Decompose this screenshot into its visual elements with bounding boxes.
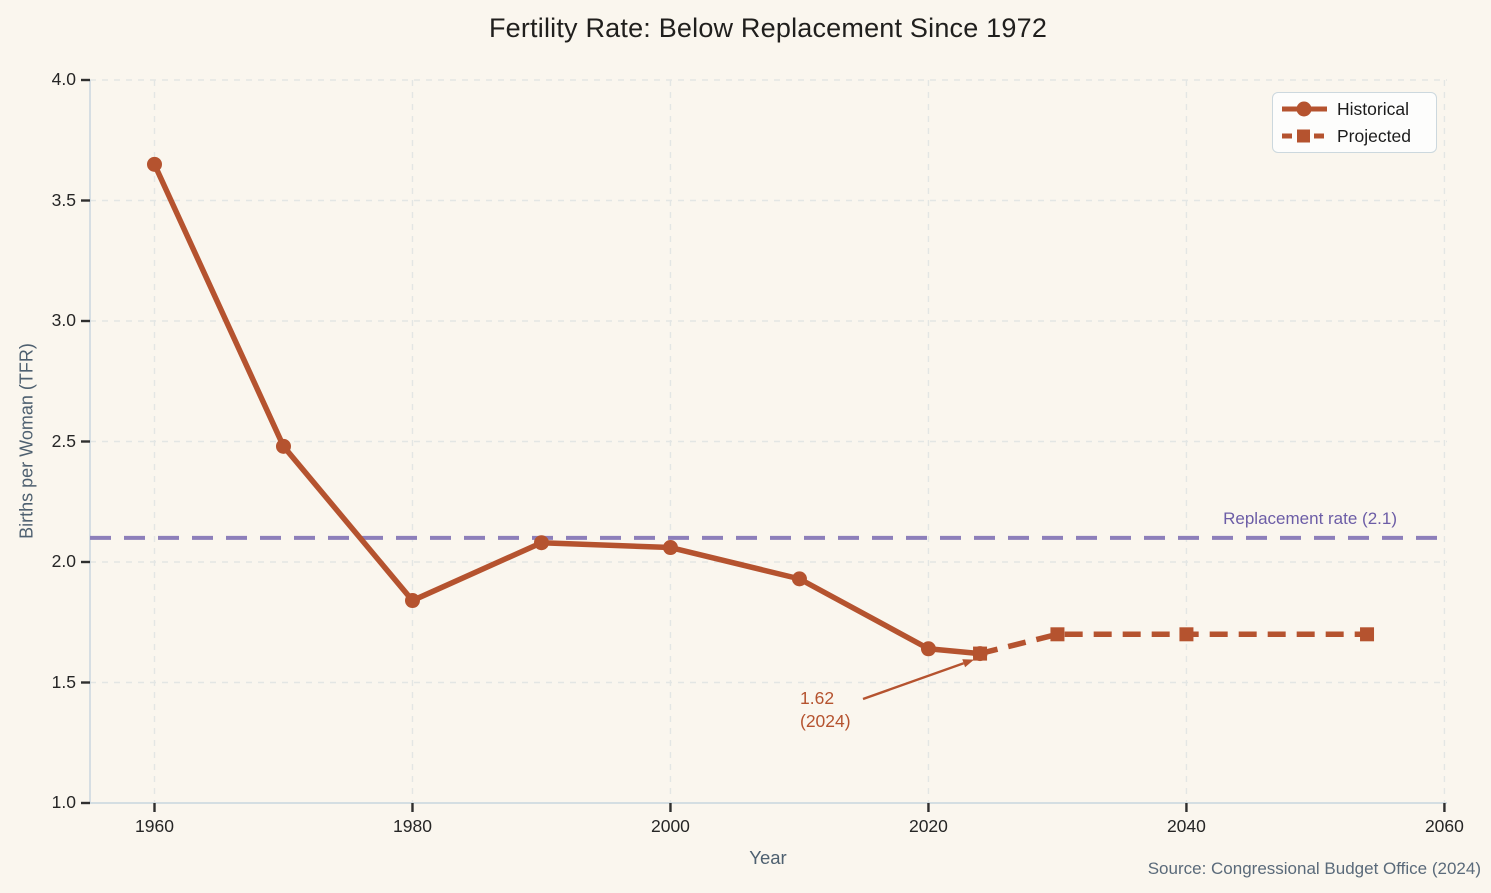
- source-note: Source: Congressional Budget Office (202…: [1147, 859, 1481, 878]
- marker-square: [973, 646, 988, 661]
- projected-line-marker-icon: [1282, 129, 1327, 143]
- legend-label-projected: Projected: [1337, 125, 1411, 146]
- series-line-projected: [979, 631, 1368, 657]
- marker-circle: [662, 540, 678, 556]
- x-tick-label: 1980: [393, 816, 432, 836]
- legend-item-historical: Historical: [1281, 97, 1428, 121]
- marker-square: [1050, 627, 1065, 642]
- legend-item-projected: Projected: [1281, 124, 1428, 148]
- historical-line-marker-icon: [1282, 101, 1327, 117]
- x-tick-label: 2020: [908, 816, 948, 836]
- annotation-value: 1.62: [800, 688, 835, 708]
- marker-circle: [275, 438, 291, 454]
- y-tick-label: 3.0: [51, 310, 76, 330]
- legend-label-historical: Historical: [1337, 98, 1409, 119]
- series-line-historical: [151, 161, 983, 657]
- y-tick-label: 2.0: [51, 551, 76, 571]
- x-tick-label: 1960: [135, 816, 174, 836]
- x-tick-label: 2040: [1166, 816, 1206, 836]
- y-tick-label: 2.5: [51, 430, 76, 451]
- marker-circle: [920, 641, 936, 657]
- marker-circle: [404, 593, 420, 609]
- marker-circle: [533, 535, 549, 551]
- y-tick-label: 1.5: [51, 671, 76, 692]
- x-axis-label: Year: [749, 847, 787, 868]
- marker-circle: [791, 571, 807, 587]
- y-tick-label: 1.0: [51, 792, 76, 812]
- chart-title: Fertility Rate: Below Replacement Since …: [488, 13, 1048, 43]
- data-annotation: 1.62 (2024): [800, 687, 851, 733]
- x-tick-label: 2000: [650, 816, 690, 836]
- annotation-arrowhead-icon: [962, 659, 975, 668]
- annotation-leader-line: [862, 662, 965, 701]
- y-tick-label: 3.5: [51, 189, 76, 210]
- legend: Historical Projected: [1272, 92, 1437, 153]
- annotation-year: (2024): [800, 711, 851, 731]
- marker-square: [1179, 627, 1194, 642]
- replacement-rate-label: Replacement rate (2.1): [1223, 509, 1397, 528]
- marker-square: [1360, 627, 1375, 642]
- marker-circle: [146, 156, 162, 172]
- x-tick-label: 2060: [1424, 816, 1464, 836]
- y-tick-label: 4.0: [51, 69, 76, 89]
